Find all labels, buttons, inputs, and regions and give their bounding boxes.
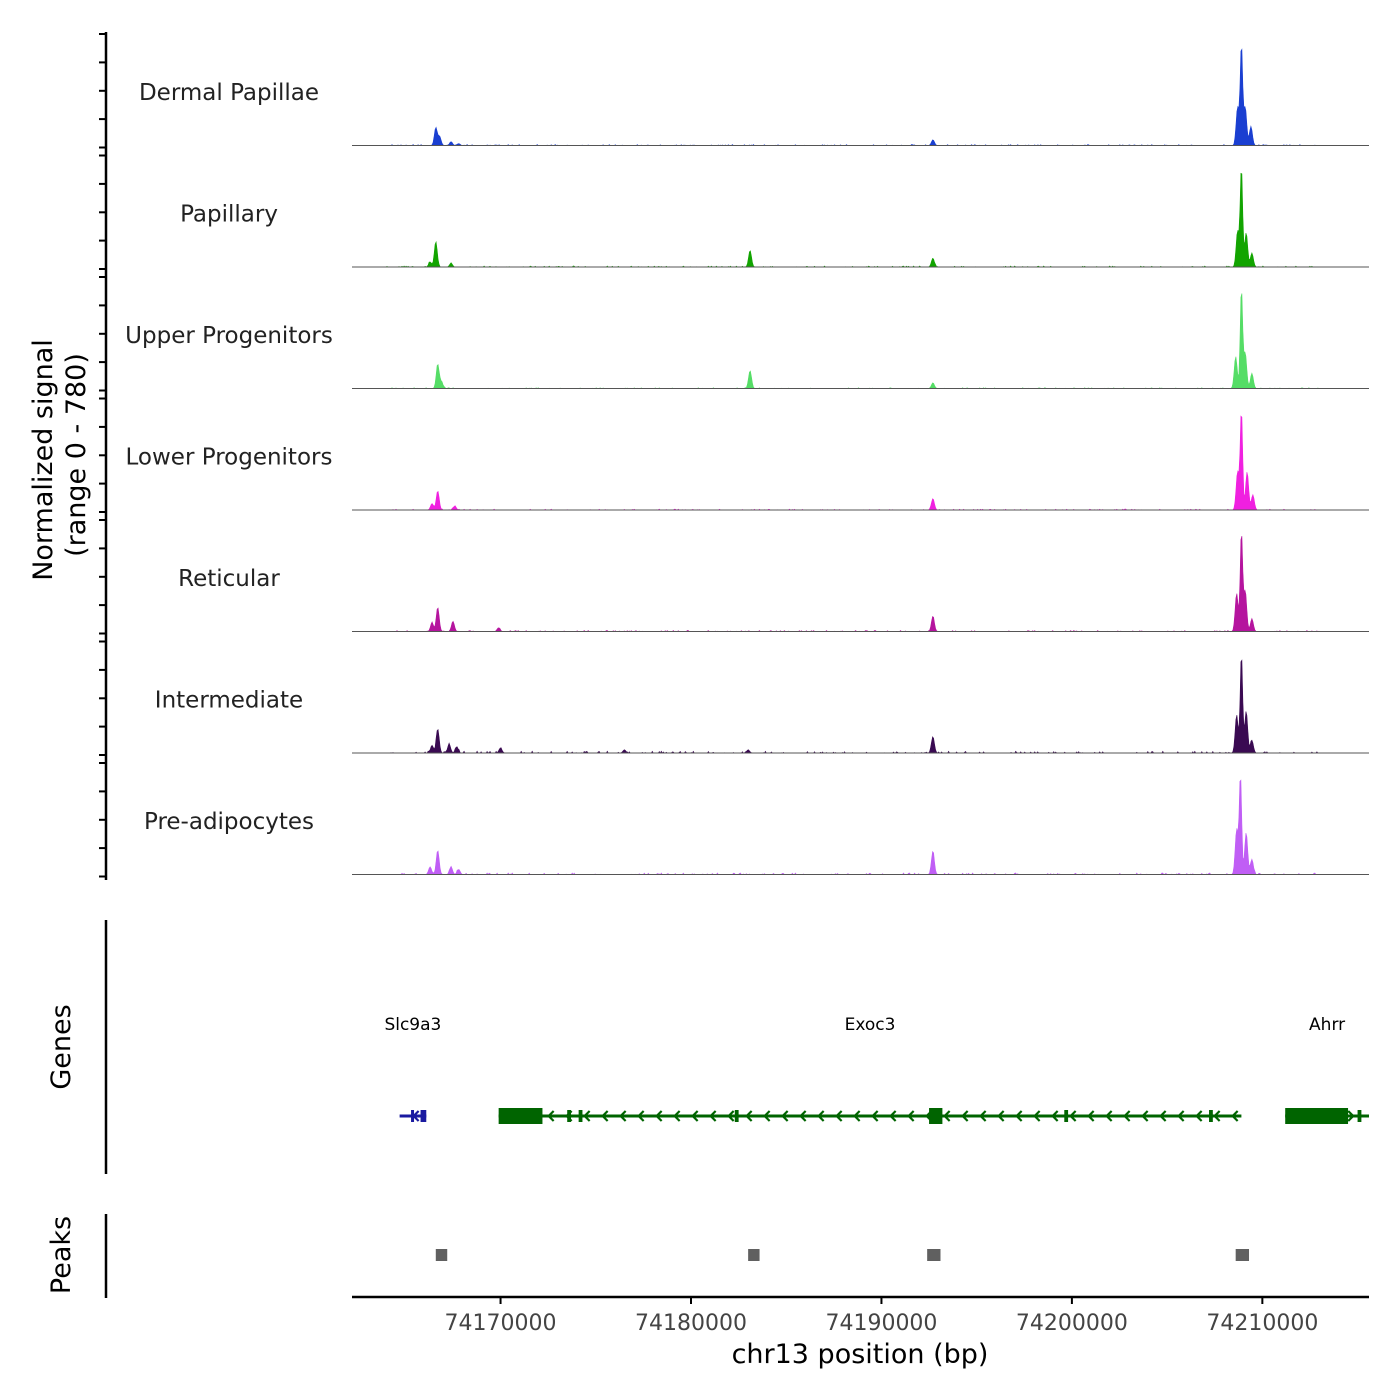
track-intermediate: Intermediate [155, 659, 1369, 754]
x-tick-label: 74200000 [1016, 1311, 1128, 1336]
track-label: Upper Progenitors [125, 323, 333, 349]
x-tick-label: 74210000 [1206, 1311, 1318, 1336]
peak-regions [435, 1249, 1250, 1261]
gene-exon [420, 1110, 427, 1122]
strand-arrow [547, 1110, 555, 1122]
gene-slc9a3: Slc9a3 [384, 1015, 441, 1122]
strand-arrow [817, 1110, 825, 1122]
gene-exon [734, 1110, 739, 1122]
strand-arrow [1069, 1110, 1077, 1122]
track-label: Pre-adipocytes [144, 809, 314, 835]
gene-exon [929, 1108, 943, 1124]
x-axis-ticks: 74170000 74180000 74190000 74200000 74210000 [445, 1297, 1318, 1336]
strand-arrow [1231, 1110, 1239, 1122]
strand-arrow [1141, 1110, 1149, 1122]
strand-arrow [799, 1110, 807, 1122]
strand-arrow [1105, 1110, 1113, 1122]
strand-arrow [583, 1110, 591, 1122]
strand-arrow [1123, 1110, 1131, 1122]
strand-arrow [763, 1110, 771, 1122]
strand-arrow [907, 1110, 915, 1122]
gene-exon [1064, 1110, 1069, 1122]
gene-label: Exoc3 [845, 1015, 896, 1035]
strand-arrow [691, 1110, 699, 1122]
strand-arrow [1177, 1110, 1185, 1122]
strand-arrow [1195, 1110, 1203, 1122]
x-tick-label: 74190000 [825, 1311, 937, 1336]
track-papillary: Papillary [180, 172, 1369, 268]
track-reticular: Reticular [178, 536, 1369, 632]
track-label: Intermediate [155, 688, 303, 714]
signal-area [352, 48, 1369, 146]
x-tick-label: 74170000 [445, 1311, 557, 1336]
gene-exon [1209, 1110, 1213, 1122]
x-axis-title: chr13 position (bp) [732, 1339, 989, 1370]
signal-area [352, 659, 1369, 754]
peak-region [927, 1249, 941, 1261]
track-pre-adipocytes: Pre-adipocytes [144, 779, 1369, 876]
strand-arrow [1087, 1110, 1095, 1122]
gene-exoc3: Exoc3 [498, 1015, 1242, 1124]
strand-arrow [619, 1110, 627, 1122]
strand-arrow [979, 1110, 987, 1122]
strand-arrow [601, 1110, 609, 1122]
strand-arrow [637, 1110, 645, 1122]
strand-arrow [889, 1110, 897, 1122]
signal-area [352, 293, 1369, 389]
peak-region [1235, 1249, 1250, 1261]
strand-arrow [1347, 1110, 1355, 1122]
strand-arrow [1159, 1110, 1167, 1122]
gene-exon [567, 1110, 572, 1122]
gene-annotations: Slc9a3 Exoc3 Ahrr [384, 1015, 1369, 1124]
track-label: Reticular [178, 566, 280, 592]
strand-arrow [1033, 1110, 1041, 1122]
gene-exon [411, 1110, 415, 1122]
strand-arrow [997, 1110, 1005, 1122]
strand-arrow [673, 1110, 681, 1122]
strand-arrow [961, 1110, 969, 1122]
y-axis-title-line1: Normalized signal [28, 339, 59, 581]
strand-arrow [727, 1110, 735, 1122]
strand-arrow [1051, 1110, 1059, 1122]
track-label: Papillary [180, 202, 278, 228]
strand-arrow [853, 1110, 861, 1122]
gene-exon [498, 1108, 543, 1124]
signal-area [352, 415, 1369, 511]
strand-arrow [745, 1110, 753, 1122]
track-lower-progenitors: Lower Progenitors [126, 415, 1369, 511]
strand-arrow [943, 1110, 951, 1122]
genes-panel-label: Genes [46, 1004, 77, 1089]
peaks-panel-label: Peaks [46, 1216, 77, 1294]
gene-exon [578, 1110, 583, 1122]
track-upper-progenitors: Upper Progenitors [125, 293, 1369, 389]
gene-label: Ahrr [1309, 1015, 1345, 1035]
peak-region [748, 1249, 760, 1261]
signal-area [352, 172, 1369, 268]
signal-axis-ticks [99, 33, 106, 878]
strand-arrow [1015, 1110, 1023, 1122]
signal-area [352, 779, 1369, 876]
gene-exon [1357, 1110, 1362, 1122]
strand-arrow [1213, 1110, 1221, 1122]
strand-arrow [871, 1110, 879, 1122]
y-axis-title-line2: (range 0 - 780) [61, 353, 92, 557]
gene-label: Slc9a3 [384, 1015, 441, 1035]
track-dermal-papillae: Dermal Papillae [139, 48, 1369, 146]
track-label: Lower Progenitors [126, 445, 333, 471]
peak-region [435, 1249, 448, 1261]
strand-arrow [835, 1110, 843, 1122]
track-label: Dermal Papillae [139, 80, 319, 106]
strand-arrow [709, 1110, 717, 1122]
strand-arrow [655, 1110, 663, 1122]
gene-exon [1285, 1108, 1349, 1124]
signal-tracks: Dermal Papillae Papillary Upper Progenitor… [125, 48, 1369, 876]
x-tick-label: 74180000 [635, 1311, 747, 1336]
signal-area [352, 536, 1369, 632]
gene-ahrr: Ahrr [1285, 1015, 1369, 1124]
strand-arrow [781, 1110, 789, 1122]
